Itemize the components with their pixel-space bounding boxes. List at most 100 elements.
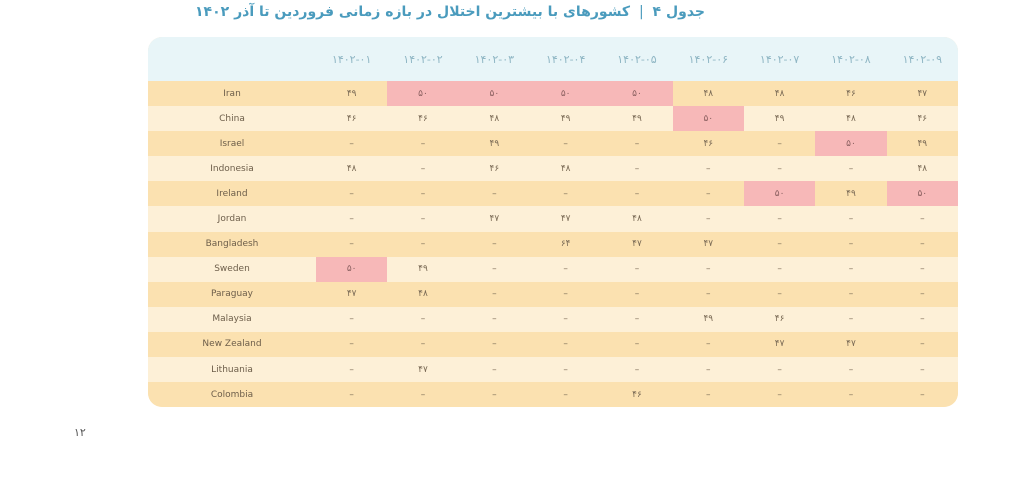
table-row: Lithuania – ۴۷ – – – – – – – — [148, 357, 958, 383]
table-cell: ۴۶ — [346, 113, 357, 124]
country-name: Israel — [219, 138, 245, 149]
country-name: Indonesia — [210, 163, 254, 174]
table-cell: ۴۶ — [703, 138, 714, 149]
table-cell: – — [563, 389, 568, 400]
table-cell: – — [706, 389, 711, 400]
page-number: ۱۲ — [74, 426, 86, 439]
table-cell: ۴۷ — [917, 88, 928, 99]
table-header-row: ۱۴۰۲-۰۱ ۱۴۰۲-۰۲ ۱۴۰۲-۰۳ ۱۴۰۲-۰۴ ۱۴۰۲-۰۵ ۱۴۰۲-… — [148, 37, 958, 81]
table-cell: – — [349, 188, 354, 199]
table-title-text: کشورهای با بیشترین اختلال در بازه زمانی … — [195, 4, 631, 20]
table-row: Jordan – – ۴۷ ۴۷ ۴۸ – – – – — [148, 206, 958, 232]
table-cell: ۴۸ — [489, 113, 500, 124]
column-header: ۱۴۰۲-۰۹ — [902, 52, 943, 66]
table-cell: ۵۰ — [815, 131, 887, 157]
table-cell: – — [349, 214, 354, 225]
table-cell: ۵۰ — [601, 81, 673, 107]
table-cell: ۵۰ — [316, 256, 388, 282]
table-cell: – — [920, 264, 925, 275]
table-cell: – — [848, 163, 854, 174]
table-cell: – — [706, 289, 711, 300]
table-cell: – — [706, 364, 711, 375]
country-name: Paraguay — [210, 289, 253, 300]
table-title: جدول ۴ | کشورهای با بیشترین اختلال در با… — [195, 4, 705, 20]
table-row: New Zealand – – – – – – ۴۷ ۴۷ – — [148, 331, 958, 358]
table-cell: – — [777, 138, 782, 149]
table-cell: ۴۸ — [346, 163, 357, 174]
table-row: Indonesia ۴۸ – ۴۶ ۴۸ – – – – ۴۸ — [148, 156, 958, 182]
table-row: Paraguay ۴۷ ۴۸ – – – – – – – — [148, 281, 958, 307]
table-cell: ۵۰ — [458, 81, 530, 107]
table-cell: – — [777, 239, 782, 250]
table-cell: ۴۷ — [632, 239, 642, 250]
table-cell: – — [492, 339, 497, 350]
table-cell: ۴۹ — [489, 138, 500, 149]
header-country — [148, 37, 316, 81]
table-cell: – — [420, 389, 426, 400]
table-row: Israel – – ۴۹ – – ۴۶ – ۵۰ ۴۹ — [148, 131, 958, 157]
table-row: Bangladesh – – – ۶۴ ۴۷ ۴۷ – – – — [148, 231, 958, 257]
table-cell: ۵۰ — [529, 81, 602, 107]
table-cell: ۴۹ — [917, 138, 928, 149]
table-cell: ۴۸ — [703, 88, 714, 99]
table-cell: – — [777, 289, 782, 300]
table-cell: ۴۸ — [774, 88, 785, 99]
table-cell: ۴۹ — [703, 314, 714, 325]
table-cell: – — [634, 163, 640, 174]
table-cell: – — [492, 239, 497, 250]
table-cell: – — [706, 188, 711, 199]
table-cell: ۴۹ — [632, 113, 642, 124]
table-cell: ۴۷ — [560, 214, 571, 225]
column-header: ۱۴۰۲-۰۴ — [545, 52, 586, 66]
table-cell: – — [920, 314, 925, 325]
table-cell: – — [420, 214, 426, 225]
country-name: Jordan — [217, 214, 247, 225]
country-name: New Zealand — [202, 339, 262, 350]
table-cell: – — [848, 289, 854, 300]
table-cell: – — [563, 314, 568, 325]
disruption-table-card: ۱۴۰۲-۰۱ ۱۴۰۲-۰۲ ۱۴۰۲-۰۳ ۱۴۰۲-۰۴ ۱۴۰۲-۰۵ ۱۴۰۲-… — [148, 37, 958, 407]
table-cell: – — [349, 389, 354, 400]
country-name: Sweden — [214, 264, 250, 275]
table-cell: – — [777, 264, 782, 275]
table-cell: – — [777, 389, 782, 400]
table-row: Sweden ۵۰ ۴۹ – – – – – – – — [148, 256, 958, 282]
table-row: Malaysia – – – – – ۴۹ ۴۶ – – — [148, 306, 958, 332]
table-cell: – — [920, 214, 925, 225]
table-cell: – — [634, 364, 640, 375]
table-cell: – — [634, 289, 640, 300]
table-cell: ۴۸ — [418, 289, 428, 300]
table-cell: ۵۰ — [387, 81, 459, 107]
country-name: Iran — [223, 88, 241, 99]
table-cell: – — [420, 163, 426, 174]
table-cell: ۴۶ — [632, 389, 642, 400]
table-row: Iran ۴۹ ۵۰ ۵۰ ۵۰ ۵۰ ۴۸ ۴۸ ۴۶ ۴۷ — [148, 81, 958, 107]
table-cell: ۴۹ — [846, 188, 856, 199]
table-cell: – — [777, 163, 782, 174]
table-cell: ۴۸ — [846, 113, 856, 124]
table-cell: – — [349, 364, 354, 375]
column-header: ۱۴۰۲-۰۸ — [831, 52, 871, 66]
table-cell: – — [563, 264, 568, 275]
table-cell: – — [634, 138, 640, 149]
table-cell: ۴۶ — [774, 314, 785, 325]
table-cell: – — [634, 188, 640, 199]
table-cell: ۴۹ — [346, 88, 357, 99]
table-row: Colombia – – – – ۴۶ – – – – — [148, 382, 958, 407]
table-cell: – — [420, 188, 426, 199]
table-cell: – — [492, 289, 497, 300]
table-cell: ۴۷ — [774, 339, 785, 350]
table-cell: ۶۴ — [560, 239, 571, 250]
column-header: ۱۴۰۲-۰۵ — [617, 52, 657, 66]
table-cell: – — [563, 364, 568, 375]
country-name: Bangladesh — [205, 239, 259, 250]
table-cell: – — [777, 214, 782, 225]
table-cell: – — [563, 289, 568, 300]
table-cell: – — [349, 239, 354, 250]
table-cell: ۴۶ — [489, 163, 500, 174]
table-cell: – — [706, 214, 711, 225]
table-cell: – — [634, 339, 640, 350]
table-cell: ۴۷ — [346, 289, 357, 300]
table-cell: – — [492, 188, 497, 199]
table-cell: ۴۹ — [418, 264, 428, 275]
